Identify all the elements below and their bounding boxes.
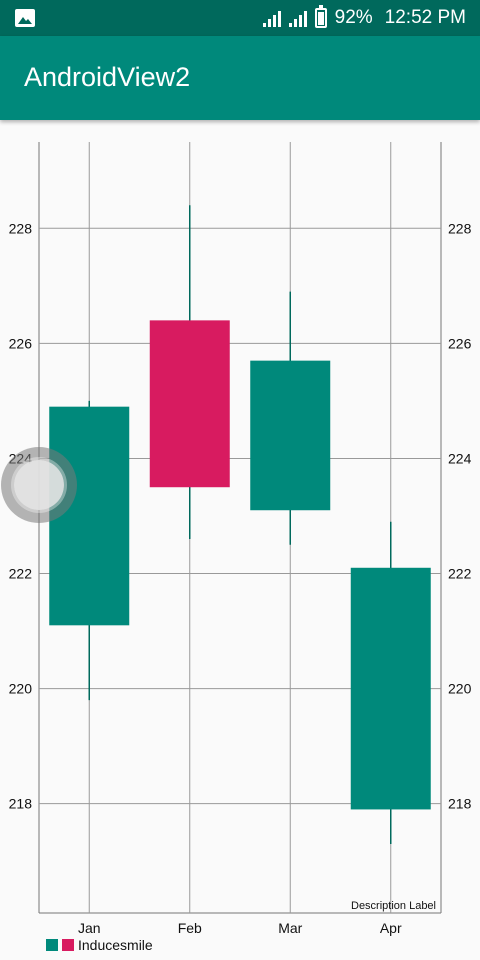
battery-icon [314,5,327,28]
candle-body [49,406,130,626]
battery-percent: 92% [334,7,373,28]
y-tick-label-right: 220 [448,681,472,697]
y-tick-label-left: 218 [9,796,33,812]
y-tick-label-left: 220 [9,681,33,697]
y-tick-label-right: 218 [448,796,472,812]
candle-body [250,360,331,511]
image-notification-icon [15,9,35,27]
app-title: AndroidView2 [24,62,191,92]
signal-icon-2 [288,9,307,27]
y-tick-label-left: 226 [9,335,33,351]
legend-swatch-increasing [46,939,58,951]
candle-body [350,567,431,810]
y-tick-label-left: 228 [9,220,33,236]
touch-indicator [1,447,77,523]
x-tick-label: Mar [278,920,302,936]
legend: Inducesmile [46,937,153,953]
candle-body [149,320,230,488]
y-tick-label-right: 222 [448,566,472,582]
description-label: Description Label [351,900,436,912]
x-tick-label: Jan [78,920,101,936]
y-tick-label-left: 222 [9,566,33,582]
candlestick-chart[interactable]: 218218220220222222224224226226228228JanF… [0,120,480,960]
legend-label: Inducesmile [78,937,153,953]
signal-icon-1 [262,9,281,27]
y-tick-label-right: 226 [448,335,472,351]
x-tick-label: Apr [380,920,402,936]
legend-swatch-decreasing [62,939,74,951]
status-bar: 92% 12:52 PM [0,0,480,36]
clock: 12:52 PM [384,7,466,28]
app-bar: AndroidView2 [0,36,480,120]
x-tick-label: Feb [178,920,202,936]
y-tick-label-right: 228 [448,220,472,236]
y-tick-label-right: 224 [448,450,472,466]
